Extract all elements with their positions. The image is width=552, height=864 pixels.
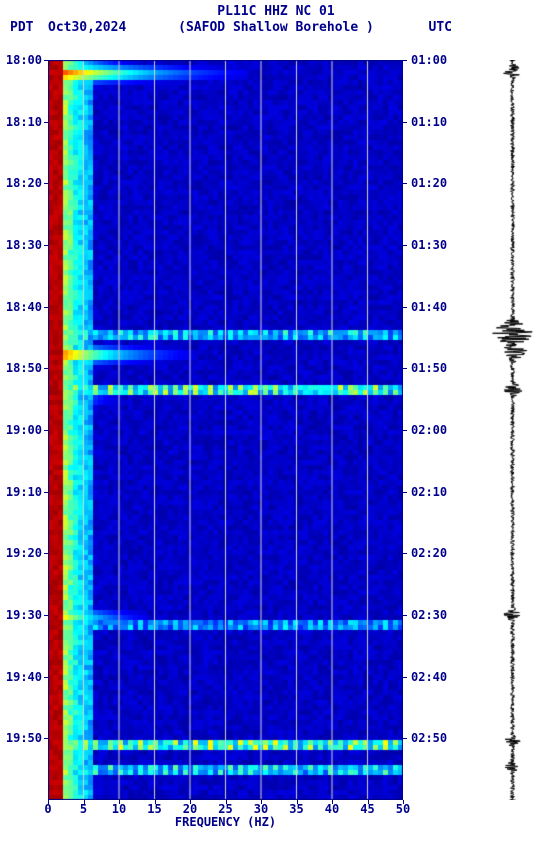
timezone-right: UTC — [429, 20, 452, 35]
y-tick-left: 18:40 — [2, 300, 42, 314]
y-tick-right: 02:20 — [411, 546, 456, 560]
y-tick-right: 01:10 — [411, 115, 456, 129]
spectrogram-plot — [48, 60, 403, 800]
x-tick: 40 — [325, 802, 339, 816]
y-tick-left: 18:30 — [2, 238, 42, 252]
x-tick: 0 — [44, 802, 51, 816]
station-subtitle: (SAFOD Shallow Borehole ) — [0, 20, 552, 35]
y-tick-right: 02:50 — [411, 731, 456, 745]
y-tick-left: 19:00 — [2, 423, 42, 437]
y-tick-left: 18:00 — [2, 53, 42, 67]
y-tick-left: 18:10 — [2, 115, 42, 129]
x-tick: 5 — [80, 802, 87, 816]
y-tick-right: 02:40 — [411, 670, 456, 684]
spectrogram-canvas — [48, 60, 403, 800]
y-tick-left: 19:50 — [2, 731, 42, 745]
x-tick: 25 — [218, 802, 232, 816]
waveform-canvas — [485, 60, 540, 800]
x-tick: 10 — [112, 802, 126, 816]
y-tick-left: 18:20 — [2, 176, 42, 190]
station-title: PL11C HHZ NC 01 — [0, 4, 552, 19]
x-tick: 15 — [147, 802, 161, 816]
y-tick-left: 19:40 — [2, 670, 42, 684]
x-tick: 30 — [254, 802, 268, 816]
x-tick: 20 — [183, 802, 197, 816]
y-tick-right: 01:00 — [411, 53, 456, 67]
y-tick-left: 19:10 — [2, 485, 42, 499]
x-tick: 35 — [289, 802, 303, 816]
x-axis-title: FREQUENCY (HZ) — [48, 815, 403, 829]
y-tick-right: 02:30 — [411, 608, 456, 622]
y-tick-left: 19:20 — [2, 546, 42, 560]
y-tick-right: 02:10 — [411, 485, 456, 499]
x-tick: 50 — [396, 802, 410, 816]
y-tick-right: 02:00 — [411, 423, 456, 437]
x-tick: 45 — [360, 802, 374, 816]
y-tick-right: 01:30 — [411, 238, 456, 252]
y-tick-left: 19:30 — [2, 608, 42, 622]
y-tick-right: 01:40 — [411, 300, 456, 314]
y-tick-right: 01:50 — [411, 361, 456, 375]
y-tick-right: 01:20 — [411, 176, 456, 190]
y-tick-left: 18:50 — [2, 361, 42, 375]
